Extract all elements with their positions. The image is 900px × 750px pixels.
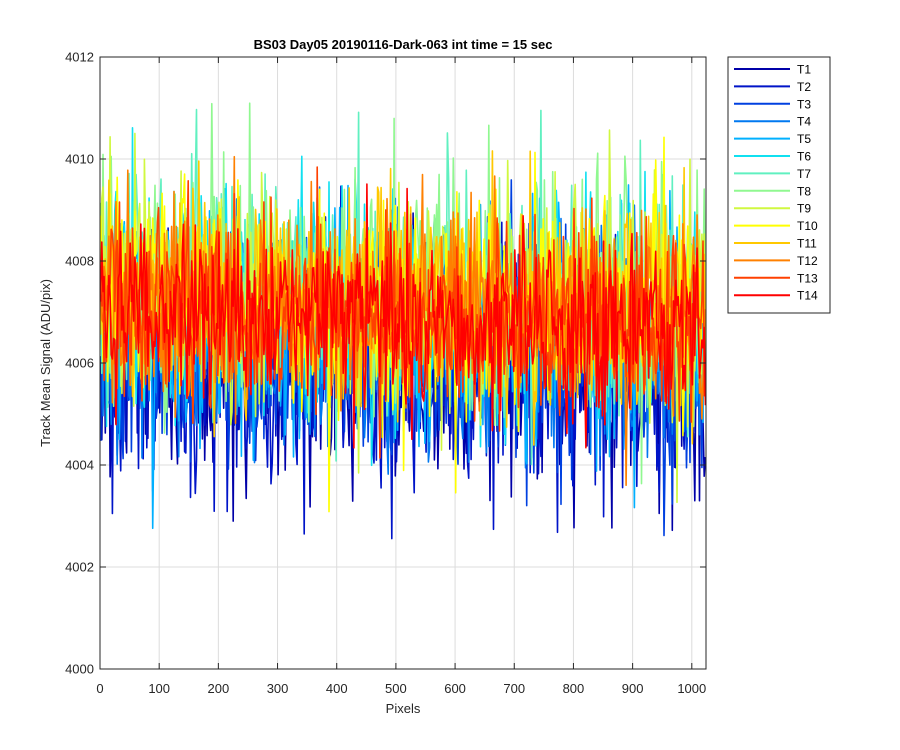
chart-title: BS03 Day05 20190116-Dark-063 int time = … — [254, 37, 553, 52]
x-tick-label: 800 — [563, 681, 585, 696]
legend-label-t4: T4 — [797, 115, 811, 129]
x-tick-label: 0 — [96, 681, 103, 696]
legend-box — [727, 56, 831, 314]
x-tick-label: 900 — [622, 681, 644, 696]
x-axis-ticks: 0 100 200 300 400 500 600 700 800 900 1000 — [96, 57, 706, 696]
y-tick-label: 4010 — [65, 152, 94, 167]
y-tick-label: 4000 — [65, 662, 94, 677]
y-tick-label: 4002 — [65, 560, 94, 575]
legend-label-t3: T3 — [797, 97, 811, 111]
legend-label-t7: T7 — [797, 167, 811, 181]
legend-label-t5: T5 — [797, 132, 811, 146]
y-tick-label: 4006 — [65, 356, 94, 371]
x-axis-label: Pixels — [386, 701, 421, 716]
x-tick-label: 400 — [326, 681, 348, 696]
legend-label-t14: T14 — [797, 289, 818, 303]
x-tick-label: 100 — [148, 681, 170, 696]
x-tick-label: 700 — [503, 681, 525, 696]
legend-label-t13: T13 — [797, 271, 818, 285]
legend-label-t12: T12 — [797, 254, 818, 268]
y-axis-label: Track Mean Signal (ADU/pix) — [38, 279, 53, 447]
legend-label-t2: T2 — [797, 80, 811, 94]
series-line-t14 — [99, 183, 707, 449]
x-tick-label: 300 — [267, 681, 289, 696]
legend-label-t10: T10 — [797, 219, 818, 233]
legend-label-t8: T8 — [797, 184, 811, 198]
legend-label-t1: T1 — [797, 63, 811, 77]
y-tick-label: 4012 — [65, 50, 94, 65]
x-tick-label: 200 — [208, 681, 230, 696]
x-tick-label: 500 — [385, 681, 407, 696]
legend-label-t6: T6 — [797, 150, 811, 164]
legend: T1 T2 T3 T4 T5 T6 T7 T8 T9 T10 T11 T12 T13 T14 — [727, 56, 831, 314]
series-lines — [99, 102, 707, 540]
legend-label-t9: T9 — [797, 202, 811, 216]
x-tick-label: 600 — [444, 681, 466, 696]
legend-label-t11: T11 — [797, 237, 817, 251]
y-tick-label: 4008 — [65, 254, 94, 269]
y-axis-ticks: 4000 4002 4004 4006 4008 4010 4012 — [65, 50, 706, 677]
y-tick-label: 4004 — [65, 458, 94, 473]
x-tick-label: 1000 — [677, 681, 706, 696]
